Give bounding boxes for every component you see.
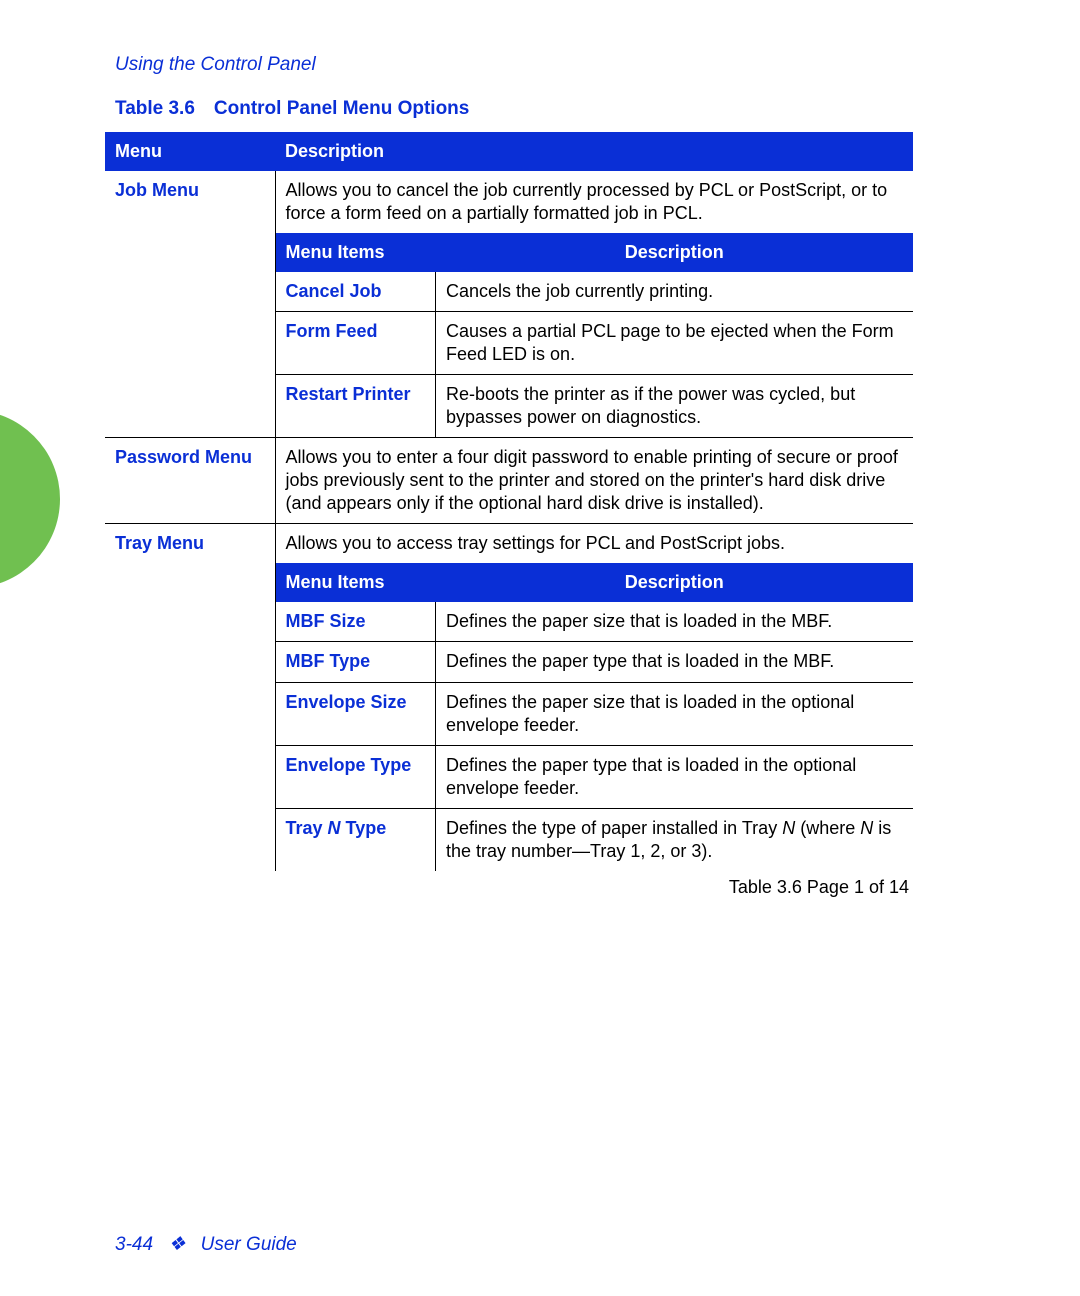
menu-item-desc: Cancels the job currently printing. bbox=[436, 272, 914, 312]
table-row: Password Menu Allows you to enter a four… bbox=[105, 438, 913, 524]
subtable-host: Menu Items Description Cancel Job Cancel… bbox=[275, 233, 913, 438]
menu-item-desc: Defines the paper type that is loaded in… bbox=[436, 642, 914, 682]
menu-item-name: Envelope Size bbox=[276, 682, 436, 745]
subtable-row: Envelope Size Defines the paper size tha… bbox=[276, 682, 914, 745]
caption-prefix: Table 3.6 bbox=[115, 98, 214, 119]
menu-options-table: Menu Description Job Menu Allows you to … bbox=[105, 132, 913, 871]
diamond-icon: ❖ bbox=[168, 1234, 185, 1255]
name-italic: N bbox=[328, 818, 341, 838]
table-header-row: Menu Description bbox=[105, 132, 913, 171]
menu-item-desc: Defines the paper size that is loaded in… bbox=[436, 682, 914, 745]
menu-item-desc: Re-boots the printer as if the power was… bbox=[436, 375, 914, 438]
subtable-row: Cancel Job Cancels the job currently pri… bbox=[276, 272, 914, 312]
col-header-sub-description: Description bbox=[436, 563, 914, 602]
desc-part: Defines the type of paper installed in T… bbox=[446, 818, 782, 838]
menu-name: Password Menu bbox=[105, 438, 275, 524]
menu-item-name: Envelope Type bbox=[276, 745, 436, 808]
footer-label: User Guide bbox=[201, 1234, 297, 1255]
menu-item-name: MBF Type bbox=[276, 642, 436, 682]
subtable-row: MBF Type Defines the paper type that is … bbox=[276, 642, 914, 682]
name-suffix: Type bbox=[341, 818, 387, 838]
menu-description: Allows you to cancel the job currently p… bbox=[275, 171, 913, 233]
subtable-row: MBF Size Defines the paper size that is … bbox=[276, 602, 914, 642]
subtable-row: Form Feed Causes a partial PCL page to b… bbox=[276, 312, 914, 375]
footer-page-number: 3-44 bbox=[115, 1234, 153, 1255]
menu-item-desc: Defines the paper size that is loaded in… bbox=[436, 602, 914, 642]
table-row: Tray Menu Allows you to access tray sett… bbox=[105, 524, 913, 564]
menu-item-name: MBF Size bbox=[276, 602, 436, 642]
page-footer: 3-44 ❖ User Guide bbox=[115, 1233, 297, 1256]
menu-description: Allows you to enter a four digit passwor… bbox=[275, 438, 913, 524]
menu-item-name: Form Feed bbox=[276, 312, 436, 375]
desc-part: (where bbox=[795, 818, 860, 838]
subtable-host: Menu Items Description MBF Size Defines … bbox=[275, 563, 913, 870]
menu-name: Tray Menu bbox=[105, 524, 275, 871]
running-header: Using the Control Panel bbox=[115, 54, 316, 76]
menu-item-name: Restart Printer bbox=[276, 375, 436, 438]
menu-name: Job Menu bbox=[105, 171, 275, 438]
col-header-description: Description bbox=[275, 132, 913, 171]
menu-items-table: Menu Items Description Cancel Job Cancel… bbox=[276, 233, 914, 437]
col-header-menu-items: Menu Items bbox=[276, 233, 436, 272]
menu-description: Allows you to access tray settings for P… bbox=[275, 524, 913, 564]
subtable-header-row: Menu Items Description bbox=[276, 563, 914, 602]
table-caption: Table 3.6 Control Panel Menu Options bbox=[115, 98, 469, 120]
subtable-row: Envelope Type Defines the paper type tha… bbox=[276, 745, 914, 808]
menu-item-name: Tray N Type bbox=[276, 808, 436, 871]
caption-title: Control Panel Menu Options bbox=[214, 98, 469, 119]
table-pager: Table 3.6 Page 1 of 14 bbox=[105, 871, 913, 898]
subtable-row: Restart Printer Re-boots the printer as … bbox=[276, 375, 914, 438]
subtable-row: Tray N Type Defines the type of paper in… bbox=[276, 808, 914, 871]
table-wrap: Menu Description Job Menu Allows you to … bbox=[105, 132, 913, 898]
desc-italic: N bbox=[782, 818, 795, 838]
desc-italic: N bbox=[860, 818, 873, 838]
col-header-menu-items: Menu Items bbox=[276, 563, 436, 602]
menu-item-name: Cancel Job bbox=[276, 272, 436, 312]
col-header-sub-description: Description bbox=[436, 233, 914, 272]
menu-item-desc: Defines the type of paper installed in T… bbox=[436, 808, 914, 871]
menu-items-table: Menu Items Description MBF Size Defines … bbox=[276, 563, 914, 870]
name-prefix: Tray bbox=[286, 818, 328, 838]
table-row: Job Menu Allows you to cancel the job cu… bbox=[105, 171, 913, 233]
menu-item-desc: Causes a partial PCL page to be ejected … bbox=[436, 312, 914, 375]
menu-item-desc: Defines the paper type that is loaded in… bbox=[436, 745, 914, 808]
decorative-arc bbox=[0, 410, 60, 588]
document-page: Using the Control Panel Table 3.6 Contro… bbox=[0, 0, 1080, 1296]
subtable-header-row: Menu Items Description bbox=[276, 233, 914, 272]
col-header-menu: Menu bbox=[105, 132, 275, 171]
